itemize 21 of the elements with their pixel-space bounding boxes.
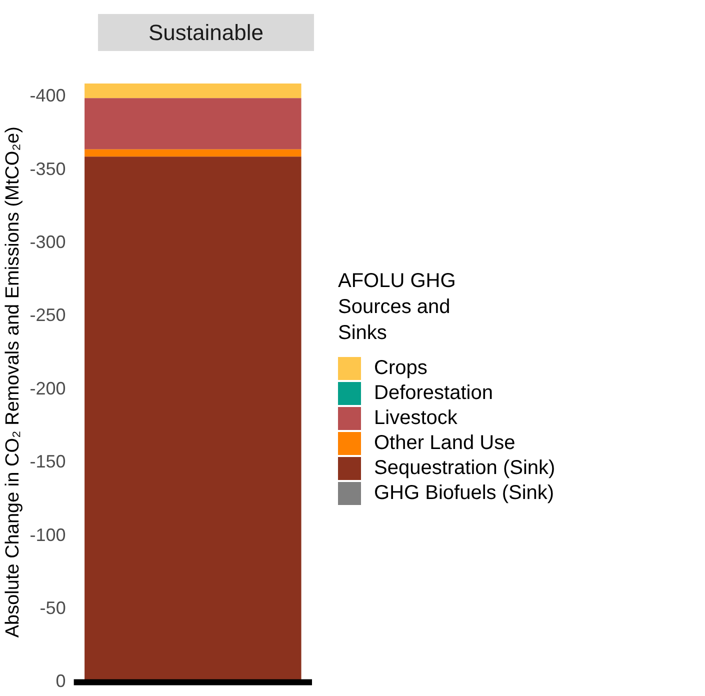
y-tick-label: -250 xyxy=(30,305,66,326)
legend-label: GHG Biofuels (Sink) xyxy=(374,482,554,505)
bar xyxy=(84,149,302,157)
y-tick-label: -200 xyxy=(30,378,66,398)
legend-title: AFOLU GHG Sources and Sinks xyxy=(338,269,457,346)
y-tick-label: -50 xyxy=(40,598,66,618)
legend-label: Sequestration (Sink) xyxy=(374,457,556,480)
y-tick-label: -400 xyxy=(30,86,66,106)
y-axis-title: Absolute Change in CO₂ Removals and Emissions (MtCO₂e) xyxy=(2,126,24,638)
y-tick-label: -300 xyxy=(30,232,66,252)
legend-label: Crops xyxy=(374,357,428,380)
y-tick-label: -100 xyxy=(30,524,66,545)
bar xyxy=(84,98,302,150)
y-tick-label: -150 xyxy=(30,452,66,472)
legend-label: Other Land Use xyxy=(374,432,516,455)
legend-label: Deforestation xyxy=(374,382,493,405)
bar xyxy=(84,83,302,98)
x-tick-label: Sustainable xyxy=(98,14,314,51)
y-tick-label: 0 xyxy=(56,671,66,692)
y-tick-label: -350 xyxy=(30,158,66,179)
legend-label: Livestock xyxy=(374,407,458,430)
